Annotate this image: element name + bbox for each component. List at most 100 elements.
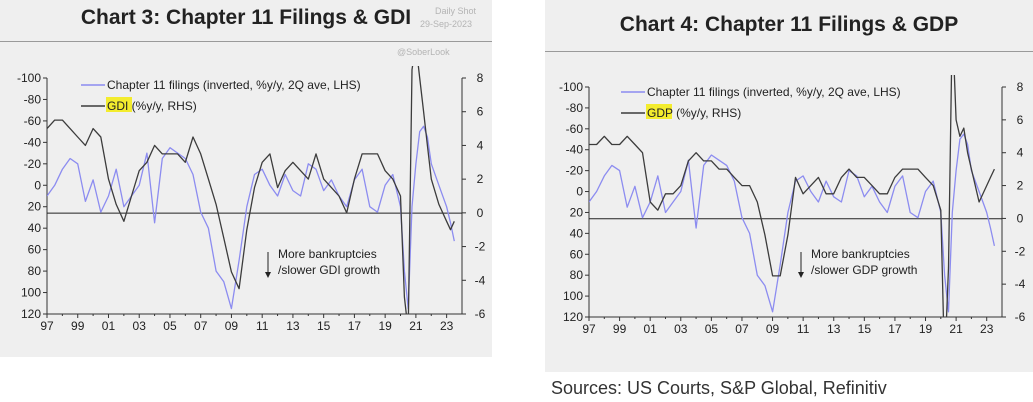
rhs-tick-label: 6 [477, 105, 484, 119]
x-tick-label: 17 [348, 319, 362, 333]
annotation-line-1: More bankruptcies [811, 247, 910, 261]
rhs-tick-label: -6 [1015, 310, 1026, 324]
x-tick-label: 21 [949, 322, 963, 336]
x-tick-label: 03 [674, 322, 688, 336]
x-tick-label: 11 [256, 319, 269, 333]
lhs-tick-label: 0 [576, 185, 583, 199]
rhs-tick-label: 8 [477, 71, 484, 85]
x-tick-label: 11 [797, 322, 810, 336]
lhs-tick-label: 20 [570, 205, 584, 219]
title-divider [545, 51, 1033, 52]
x-tick-label: 09 [225, 319, 239, 333]
lhs-tick-label: -60 [24, 114, 42, 128]
watermark-date: 29-Sep-2023 [420, 19, 473, 29]
x-tick-label: 23 [980, 322, 994, 336]
rhs-tick-label: 0 [1017, 211, 1024, 225]
x-tick-label: 01 [102, 319, 116, 333]
chart-svg: -100-80-60-40-2002040608010012086420-2-4… [17, 66, 486, 333]
rhs-tick-label: 8 [1017, 80, 1024, 94]
x-tick-label: 05 [163, 319, 177, 333]
lhs-tick-label: -40 [566, 143, 584, 157]
series-group [589, 75, 996, 317]
lhs-tick-label: -80 [566, 101, 584, 115]
legend-highlight [646, 104, 672, 119]
series-group [47, 66, 455, 314]
sources-note: Sources: US Courts, S&P Global, Refiniti… [551, 378, 887, 398]
rhs-tick-label: 6 [1017, 113, 1024, 127]
annotation-arrow-head [265, 272, 271, 278]
lhs-tick-label: -100 [559, 80, 583, 94]
lhs-tick-label: 80 [28, 264, 42, 278]
lhs-tick-label: 100 [563, 289, 583, 303]
x-tick-label: 97 [582, 322, 596, 336]
rhs-tick-label: 0 [477, 206, 484, 220]
x-tick-label: 15 [858, 322, 872, 336]
chart-panel-gdp: Chart 4: Chapter 11 Filings & GDP -100 -8… [545, 0, 1033, 372]
legend-label-filings: Chapter 11 filings (inverted, %y/y, 2Q a… [647, 85, 901, 99]
rhs-tick-label: 2 [477, 172, 484, 186]
title-divider [0, 41, 492, 42]
x-tick-label: 05 [705, 322, 719, 336]
watermark-handle: @SoberLook [397, 47, 450, 57]
x-tick-label: 15 [317, 319, 331, 333]
rhs-tick-label: -6 [475, 307, 486, 321]
lhs-tick-label: 0 [34, 178, 41, 192]
lhs-tick-label: 60 [28, 243, 42, 257]
x-tick-label: 99 [613, 322, 627, 336]
chart-title: Chart 3: Chapter 11 Filings & GDI [80, 6, 412, 29]
x-tick-label: 21 [409, 319, 423, 333]
watermark-brand: Daily Shot [435, 6, 477, 16]
x-tick-label: 13 [286, 319, 300, 333]
legend-desc-macro: (%y/y, RHS) [673, 106, 741, 120]
lhs-tick-label: -80 [24, 92, 42, 106]
macro-series-line [589, 75, 995, 317]
lhs-tick-label: -20 [24, 157, 42, 171]
legend-label-macro: GDP (%y/y, RHS) [647, 106, 741, 120]
rhs-tick-label: -4 [1015, 277, 1026, 291]
annotation-line-1: More bankruptcies [278, 247, 377, 261]
rhs-tick-label: 4 [477, 138, 484, 152]
annotation-line-2: /slower GDP growth [811, 263, 917, 277]
filings-series-line [589, 133, 996, 313]
lhs-tick-label: 120 [21, 307, 41, 321]
x-tick-label: 07 [194, 319, 208, 333]
legend-key-macro: GDP [647, 106, 673, 120]
lhs-tick-label: 20 [28, 200, 42, 214]
chart-svg: -100-80-60-40-2002040608010012086420-2-4… [559, 75, 1026, 336]
legend-label-macro: GDI (%y/y, RHS) [107, 99, 197, 113]
legend-desc-macro: (%y/y, RHS) [128, 99, 196, 113]
lhs-tick-label: 40 [28, 221, 42, 235]
lhs-tick-label: 60 [570, 247, 584, 261]
legend-label-filings: Chapter 11 filings (inverted, %y/y, 2Q a… [107, 78, 361, 92]
x-tick-label: 13 [827, 322, 841, 336]
chart-title: Chart 4: Chapter 11 Filings & GDP [619, 13, 959, 36]
lhs-tick-label: 100 [21, 286, 41, 300]
legend-key-macro: GDI [107, 99, 128, 113]
rhs-tick-label: -4 [475, 273, 486, 287]
rhs-tick-label: -2 [475, 240, 486, 254]
rhs-tick-label: 2 [1017, 179, 1024, 193]
annotation-arrow-head [798, 272, 804, 278]
x-tick-label: 03 [133, 319, 147, 333]
x-tick-label: 23 [440, 319, 454, 333]
lhs-tick-label: -100 [17, 71, 41, 85]
lhs-tick-label: 120 [563, 310, 583, 324]
x-tick-label: 19 [378, 319, 392, 333]
x-tick-label: 19 [919, 322, 933, 336]
lhs-tick-label: 40 [570, 226, 584, 240]
filings-series-line [47, 125, 455, 310]
legend-highlight [106, 97, 132, 112]
rhs-tick-label: -2 [1015, 244, 1026, 258]
x-tick-label: 01 [644, 322, 658, 336]
x-tick-label: 17 [888, 322, 902, 336]
annotation-line-2: /slower GDI growth [278, 263, 380, 277]
lhs-tick-label: -20 [566, 164, 584, 178]
lhs-tick-label: 80 [570, 268, 584, 282]
lhs-tick-label: -40 [24, 135, 42, 149]
x-tick-label: 99 [71, 319, 85, 333]
x-tick-label: 07 [735, 322, 749, 336]
x-tick-label: 09 [766, 322, 780, 336]
macro-series-line [47, 66, 455, 314]
x-tick-label: 97 [40, 319, 54, 333]
lhs-tick-label: -60 [566, 122, 584, 136]
